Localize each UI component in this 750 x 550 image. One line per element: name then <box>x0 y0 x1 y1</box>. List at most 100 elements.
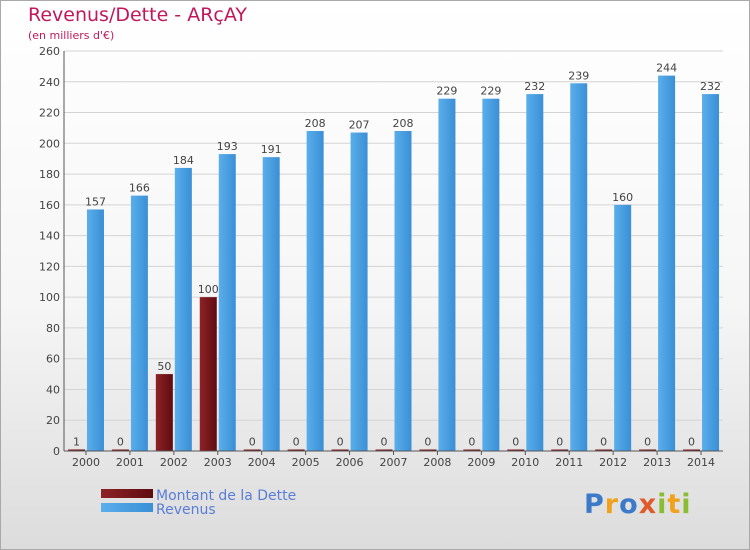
debt-bar <box>67 449 85 451</box>
revenue-value-label: 207 <box>349 119 370 132</box>
y-tick-label: 160 <box>39 199 60 212</box>
debt-bar <box>243 449 261 451</box>
x-tick-label: 2000 <box>72 456 100 469</box>
debt-bar <box>639 449 657 451</box>
x-tick-label: 2009 <box>467 456 495 469</box>
debt-value-label: 50 <box>157 360 171 373</box>
debt-value-label: 0 <box>424 436 431 449</box>
revenue-value-label: 191 <box>261 143 282 156</box>
revenue-value-label: 244 <box>656 62 677 75</box>
revenue-bar <box>174 167 192 451</box>
y-tick-label: 200 <box>39 137 60 150</box>
debt-bar <box>507 449 525 451</box>
debt-value-label: 0 <box>512 436 519 449</box>
debt-value-label: 0 <box>600 436 607 449</box>
proxiti-logo: Proxiti <box>584 489 692 520</box>
debt-bar <box>463 449 481 451</box>
axes <box>63 51 723 455</box>
revenue-value-label: 232 <box>700 80 721 93</box>
revenue-value-label: 229 <box>480 85 501 98</box>
x-tick-label: 2012 <box>599 456 627 469</box>
legend-label-revenue: Revenus <box>156 502 216 518</box>
y-tick-label: 20 <box>46 414 60 427</box>
debt-value-label: 0 <box>249 436 256 449</box>
revenue-bar <box>614 204 632 451</box>
revenue-value-label: 166 <box>129 182 150 195</box>
revenue-value-label: 208 <box>305 117 326 130</box>
revenue-bar <box>526 94 544 452</box>
gridlines <box>64 50 723 421</box>
revenue-value-label: 232 <box>524 80 545 93</box>
x-tick-label: 2010 <box>511 456 539 469</box>
x-tick-label: 2007 <box>380 456 408 469</box>
revenue-bar <box>570 83 588 452</box>
y-tick-label: 80 <box>46 322 60 335</box>
debt-bar <box>331 449 349 451</box>
x-tick-label: 2014 <box>687 456 715 469</box>
debt-bar <box>551 449 569 451</box>
x-tick-label: 2001 <box>116 456 144 469</box>
x-tick-label: 2004 <box>248 456 276 469</box>
legend-label-debt: Montant de la Dette <box>156 488 296 504</box>
revenue-bar <box>702 94 720 452</box>
x-tick-label: 2011 <box>555 456 583 469</box>
revenue-bar <box>218 154 236 452</box>
debt-bar <box>419 449 437 451</box>
x-tick-label: 2005 <box>292 456 320 469</box>
revenue-bar <box>262 157 280 451</box>
debt-value-label: 0 <box>337 436 344 449</box>
x-tick-label: 2008 <box>423 456 451 469</box>
x-tick-label: 2002 <box>160 456 188 469</box>
debt-value-label: 0 <box>556 436 563 449</box>
revenue-bar <box>86 209 104 451</box>
x-tick-label: 2013 <box>643 456 671 469</box>
legend-swatch-revenue <box>101 503 153 512</box>
debt-value-label: 0 <box>688 436 695 449</box>
revenue-value-label: 157 <box>85 195 106 208</box>
bars <box>67 75 720 452</box>
y-tick-label: 260 <box>39 45 60 58</box>
revenue-value-label: 239 <box>568 69 589 82</box>
revenue-value-label: 160 <box>612 191 633 204</box>
revenue-bar <box>306 131 324 451</box>
revenue-bar <box>438 98 456 451</box>
y-tick-label: 120 <box>39 260 60 273</box>
revenue-value-label: 208 <box>393 117 414 130</box>
revenue-bar <box>482 98 500 451</box>
y-tick-label: 220 <box>39 107 60 120</box>
debt-value-label: 0 <box>117 436 124 449</box>
revenue-value-label: 193 <box>217 140 238 153</box>
debt-bar <box>199 297 217 451</box>
revenue-bar <box>658 75 676 451</box>
y-tick-label: 100 <box>39 291 60 304</box>
debt-bar <box>375 449 393 451</box>
debt-value-label: 100 <box>198 283 219 296</box>
legend-swatch-debt <box>101 489 153 498</box>
revenue-value-label: 229 <box>436 85 457 98</box>
y-tick-label: 60 <box>46 353 60 366</box>
revenue-bar <box>130 195 148 451</box>
y-tick-label: 240 <box>39 76 60 89</box>
y-tick-label: 140 <box>39 230 60 243</box>
debt-bar <box>111 449 129 451</box>
debt-value-label: 0 <box>644 436 651 449</box>
debt-bar <box>287 449 305 451</box>
debt-value-label: 1 <box>73 435 80 448</box>
labels: 0 20 40 60 80 100 120 140 160 180 200 220 240 260 1 157… <box>39 45 721 469</box>
debt-bar <box>683 449 701 451</box>
debt-value-label: 0 <box>468 436 475 449</box>
revenue-bar <box>394 131 412 451</box>
debt-value-label: 0 <box>293 436 300 449</box>
x-tick-label: 2006 <box>336 456 364 469</box>
chart-subtitle: (en milliers d'€) <box>28 29 115 42</box>
y-tick-label: 0 <box>53 445 60 458</box>
y-tick-label: 40 <box>46 383 60 396</box>
debt-bar <box>595 449 613 451</box>
x-tick-label: 2003 <box>204 456 232 469</box>
chart-title: Revenus/Dette - ARçAY <box>28 4 247 26</box>
y-tick-label: 180 <box>39 168 60 181</box>
revenue-value-label: 184 <box>173 154 194 167</box>
